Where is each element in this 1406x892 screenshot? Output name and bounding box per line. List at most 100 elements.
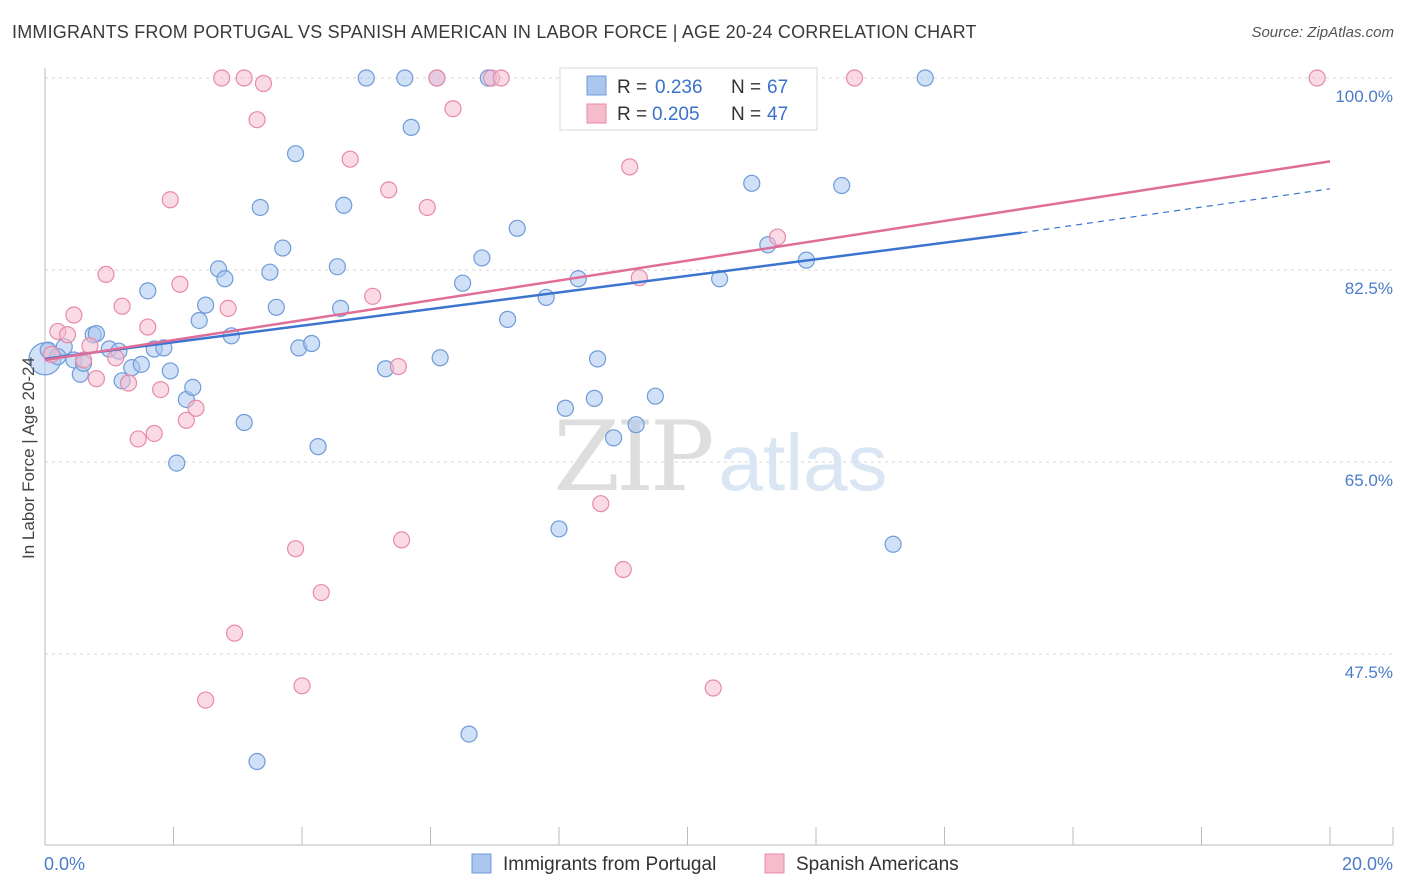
data-point-spanish (87, 370, 106, 388)
bottom-legend-swatch-pink (764, 853, 785, 874)
data-point-spanish (768, 228, 787, 246)
data-point-spanish (187, 399, 205, 417)
data-point-spanish (139, 318, 157, 336)
data-point-spanish (380, 181, 398, 199)
data-point-spanish (129, 430, 147, 448)
bottom-legend-swatch-blue (471, 853, 492, 874)
y-tick-label: 82.5% (1345, 279, 1393, 298)
data-point-portugal (627, 416, 645, 434)
legend-swatch-pink (586, 103, 607, 124)
legend-n-value-blue: 67 (767, 77, 788, 98)
data-point-spanish (621, 158, 639, 176)
data-point-portugal (335, 196, 353, 214)
data-point-spanish (389, 357, 407, 376)
legend-r-label-pink: R = (617, 104, 647, 125)
data-point-portugal (197, 296, 215, 314)
data-point-portugal (139, 282, 157, 300)
data-point-portugal (508, 219, 526, 237)
data-point-spanish (119, 374, 138, 392)
data-point-spanish (161, 191, 179, 209)
data-point-portugal (216, 270, 234, 288)
data-point-portugal (168, 454, 186, 472)
data-point-spanish (341, 150, 359, 168)
data-point-portugal (331, 299, 350, 317)
chart-source: Source: ZipAtlas.com (1251, 24, 1394, 41)
data-point-portugal (396, 69, 414, 87)
series-portugal-points (28, 69, 934, 771)
data-point-spanish (392, 531, 411, 549)
data-point-portugal (303, 334, 321, 353)
data-point-portugal (235, 413, 253, 432)
legend-swatch-blue (586, 75, 607, 96)
bottom-legend: Immigrants from Portugal Spanish America… (471, 853, 959, 875)
data-point-spanish (444, 100, 462, 118)
data-point-portugal (402, 118, 420, 136)
data-point-spanish (845, 69, 864, 87)
data-point-portugal (309, 438, 327, 456)
data-point-spanish (492, 69, 510, 87)
data-point-portugal (248, 752, 266, 771)
data-point-spanish (235, 69, 253, 87)
x-tick-label-max: 20.0% (1342, 854, 1393, 874)
gridlines (45, 77, 1393, 655)
data-point-spanish (113, 297, 131, 315)
data-point-portugal (286, 145, 305, 163)
data-point-portugal (190, 311, 208, 330)
data-point-portugal (251, 198, 269, 217)
data-point-spanish (97, 265, 115, 283)
y-tick-label: 47.5% (1345, 663, 1393, 682)
data-point-spanish (592, 495, 610, 513)
data-point-portugal (267, 298, 285, 316)
data-point-portugal (550, 520, 568, 538)
data-point-spanish (1308, 69, 1326, 87)
data-point-spanish (74, 351, 93, 369)
data-point-portugal (161, 362, 179, 380)
data-point-spanish (254, 74, 273, 93)
trend-line-portugal-extension (1021, 188, 1331, 234)
data-point-portugal (431, 349, 449, 367)
legend: R = 0.236 N = 67 R = 0.205 N = 47 (559, 67, 818, 131)
data-point-spanish (704, 679, 722, 697)
legend-r-value-pink: 0.205 (652, 104, 700, 125)
data-point-spanish (58, 326, 77, 344)
y-tick-label: 100.0% (1335, 87, 1393, 106)
data-point-spanish (107, 349, 125, 367)
data-point-spanish (225, 624, 244, 642)
data-point-portugal (261, 263, 279, 281)
chart-title: IMMIGRANTS FROM PORTUGAL VS SPANISH AMER… (12, 22, 977, 42)
data-point-portugal (916, 69, 934, 87)
trend-lines (44, 160, 1331, 362)
data-point-portugal (132, 355, 150, 373)
data-point-spanish (428, 69, 446, 87)
data-point-portugal (884, 535, 902, 553)
data-point-spanish (286, 540, 305, 558)
data-point-spanish (65, 306, 83, 324)
data-point-spanish (145, 424, 163, 443)
data-point-portugal (588, 350, 607, 368)
bottom-legend-label-blue: Immigrants from Portugal (503, 854, 716, 875)
data-point-spanish (248, 111, 266, 129)
x-tick-label-min: 0.0% (44, 854, 85, 874)
legend-n-value-pink: 47 (767, 104, 788, 125)
data-point-portugal (743, 174, 761, 192)
data-point-portugal (646, 387, 664, 405)
legend-r-value-blue: 0.236 (655, 77, 703, 98)
data-point-spanish (364, 287, 382, 305)
legend-n-label-pink: N = (731, 104, 761, 125)
data-point-spanish (197, 691, 215, 709)
data-point-portugal (274, 239, 292, 257)
data-point-spanish (418, 198, 436, 217)
data-point-spanish (312, 583, 330, 602)
trend-line-portugal (44, 231, 1022, 361)
bottom-legend-label-pink: Spanish Americans (796, 854, 959, 875)
watermark-atlas: atlas (719, 418, 888, 507)
data-point-portugal (184, 378, 202, 396)
data-point-portugal (833, 176, 851, 195)
legend-n-label-blue: N = (731, 77, 761, 98)
data-point-spanish (171, 275, 189, 293)
legend-r-label-blue: R = (617, 77, 647, 98)
data-point-portugal (460, 725, 478, 743)
data-point-portugal (585, 389, 603, 407)
y-tick-label: 65.0% (1345, 471, 1393, 490)
data-point-spanish (293, 677, 311, 695)
